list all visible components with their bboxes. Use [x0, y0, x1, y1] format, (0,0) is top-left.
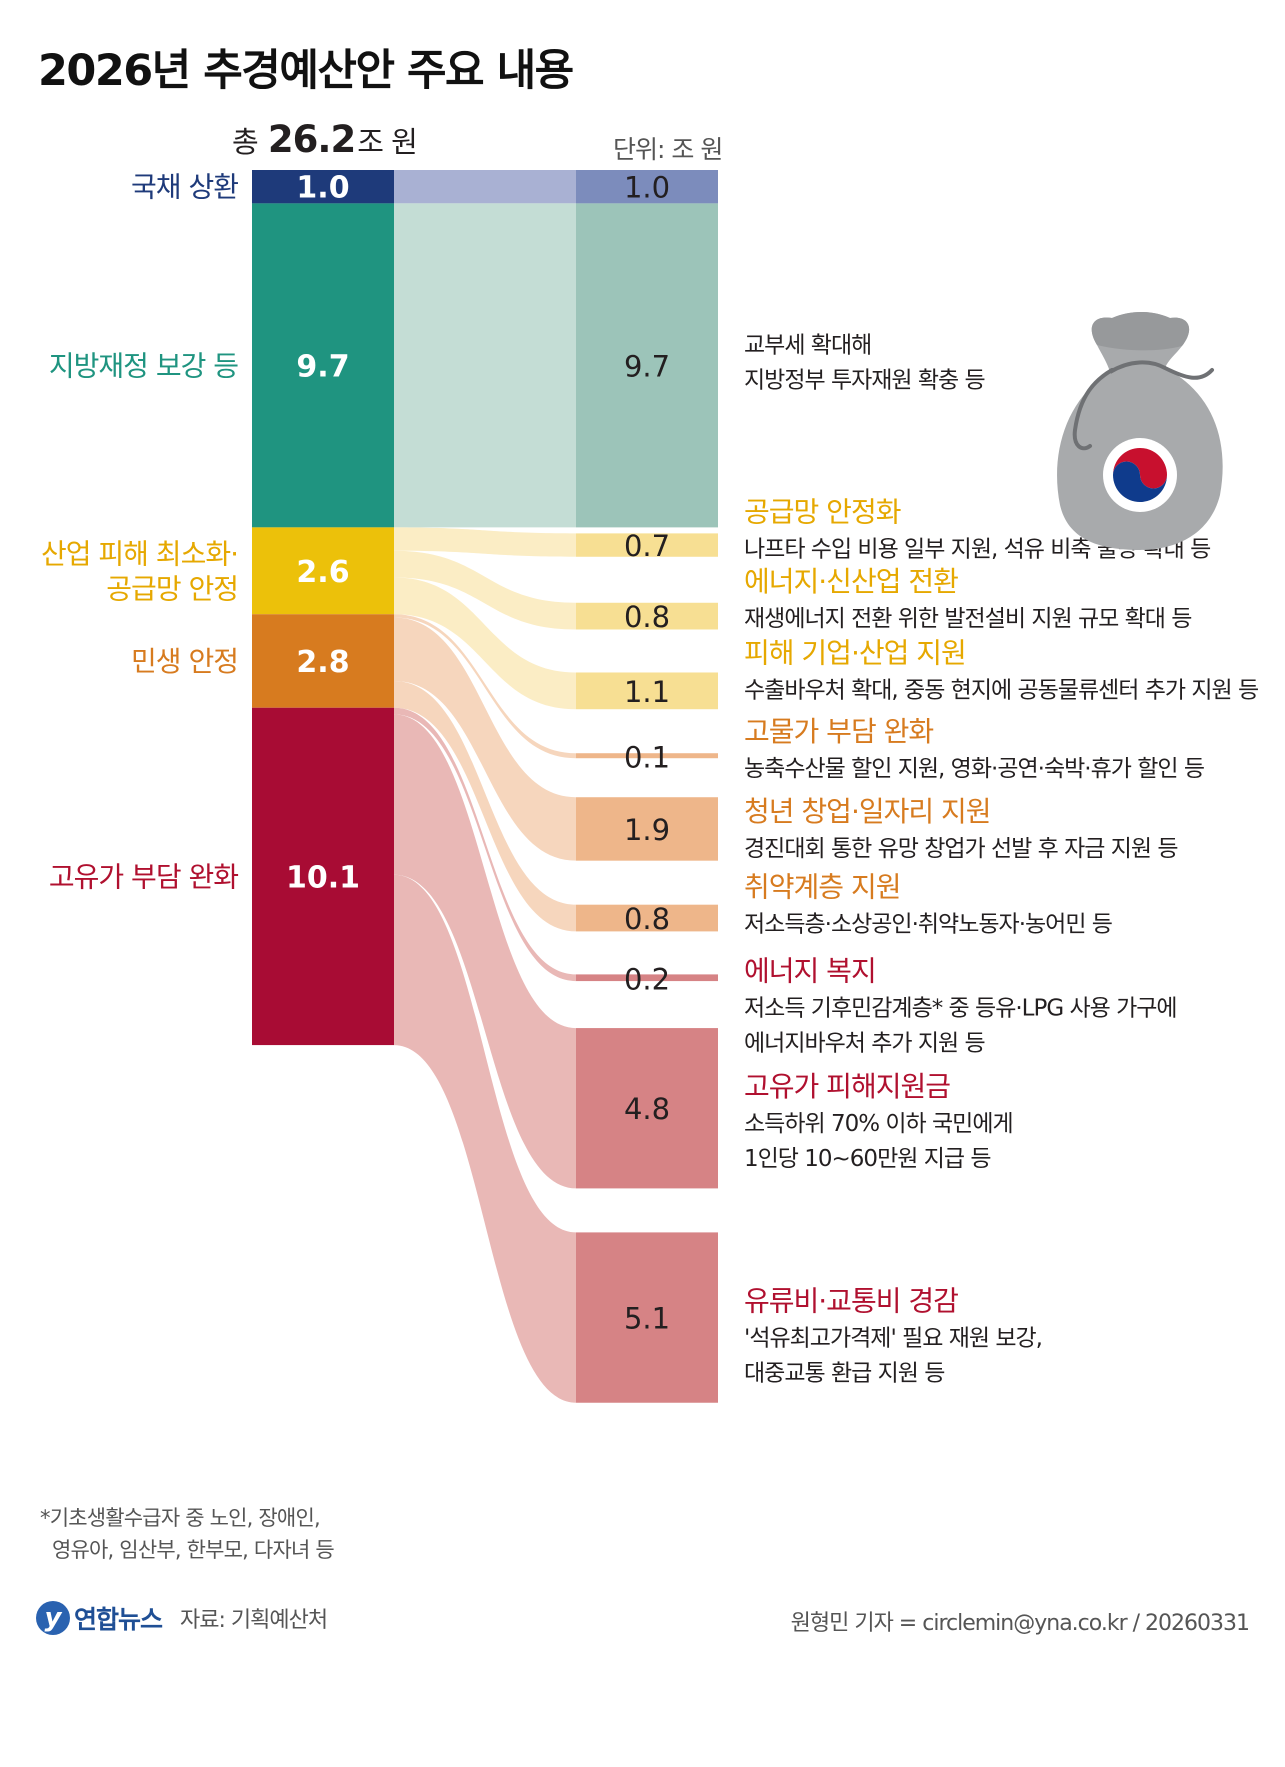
item-value-4: 0.8: [624, 600, 670, 634]
category-bar-debt: [252, 170, 394, 204]
footnote-line-1: *기초생활수급자 중 노인, 장애인,: [40, 1506, 321, 1530]
item-desc-5-1: 수출바우처 확대, 중동 현지에 공동물류센터 추가 지원 등: [744, 677, 1258, 703]
item-desc-9-2: 에너지바우처 추가 지원 등: [744, 1030, 985, 1056]
publisher-logo: y 연합뉴스 자료: 기획예산처: [36, 1597, 328, 1639]
flow-link-10: [394, 714, 576, 1189]
total-prefix: 총: [232, 125, 259, 159]
category-label-living: 민생 안정: [131, 645, 238, 678]
item-desc-10-2: 1인당 10~60만원 지급 등: [744, 1146, 991, 1172]
item-value-11: 5.1: [624, 1302, 670, 1336]
item-title-10: 고유가 피해지원금: [744, 1070, 950, 1103]
item-bar-8: [576, 904, 718, 932]
item-bar-7: [576, 797, 718, 861]
item-bar-4: [576, 602, 718, 630]
logo-text: 연합뉴스: [74, 1605, 163, 1634]
item-value-1: 1.0: [624, 171, 670, 205]
item-bar-1: [576, 170, 718, 204]
flow-link-1: [394, 170, 576, 204]
category-label-oil: 고유가 부담 완화: [49, 860, 238, 893]
source-text: 자료: 기획예산처: [180, 1608, 328, 1633]
category-bar-industry: [252, 527, 394, 615]
category-value-local: 9.7: [296, 349, 349, 384]
category-label-local: 지방재정 보강 등: [49, 349, 238, 382]
category-value-debt: 1.0: [296, 171, 349, 206]
flow-link-2: [394, 203, 576, 528]
item-value-5: 1.1: [624, 675, 670, 709]
yonhap-logo-icon: y: [36, 1601, 70, 1635]
category-bar-oil: [252, 707, 394, 1046]
category-value-industry: 2.6: [296, 555, 349, 590]
page-title: 2026년 추경예산안 주요 내용: [38, 46, 574, 96]
item-bar-5: [576, 672, 718, 710]
item-desc-9-1: 저소득 기후민감계층* 중 등유·LPG 사용 가구에: [744, 995, 1177, 1021]
item-desc-4-1: 재생에너지 전환 위한 발전설비 지원 규모 확대 등: [744, 606, 1191, 632]
flow-link-8: [394, 681, 576, 932]
flow-links: [394, 170, 576, 1403]
item-desc-6-1: 농축수산물 할인 지원, 영화·공연·숙박·휴가 할인 등: [744, 756, 1204, 782]
total-suffix: 조 원: [357, 125, 418, 159]
flow-link-6: [394, 614, 576, 759]
item-value-9: 0.2: [624, 963, 670, 997]
item-bars: 1.0 9.7 0.7 0.8 1.1 0.1 1.9 0.8 0.2 4.8 5.1: [576, 170, 718, 1403]
category-value-living: 2.8: [296, 645, 349, 680]
footnote: *기초생활수급자 중 노인, 장애인, 영유아, 임산부, 한부모, 다자녀 등: [40, 1502, 335, 1566]
flow-link-4: [394, 550, 576, 630]
category-bar-living: [252, 614, 394, 708]
item-bar-2: [576, 203, 718, 528]
category-value-oil: 10.1: [286, 860, 360, 895]
item-bar-11: [576, 1232, 718, 1403]
item-value-8: 0.8: [624, 902, 670, 936]
unit-label: 단위: 조 원: [613, 135, 723, 164]
item-title-7: 청년 창업·일자리 지원: [744, 795, 991, 828]
item-title-5: 피해 기업·산업 지원: [744, 636, 966, 669]
item-desc-11-1: '석유최고가격제' 필요 재원 보강,: [744, 1325, 1042, 1351]
flow-link-5: [394, 577, 576, 710]
flow-link-11: [394, 874, 576, 1403]
item-bar-3: [576, 533, 718, 557]
category-bars: 1.0 9.7 2.6 2.8 10.1: [252, 170, 394, 1046]
item-desc-11-2: 대중교통 환급 지원 등: [744, 1360, 944, 1386]
item-desc-8-1: 저소득층·소상공인·취약노동자·농어민 등: [744, 912, 1112, 938]
item-bar-6: [576, 753, 718, 759]
item-value-2: 9.7: [624, 349, 670, 383]
item-desc-2-2: 지방정부 투자재원 확충 등: [744, 367, 985, 393]
item-title-6: 고물가 부담 완화: [744, 715, 933, 748]
total-value: 26.2: [267, 118, 356, 161]
item-title-8: 취약계층 지원: [744, 871, 900, 904]
item-desc-7-1: 경진대회 통한 유망 창업가 선발 후 자금 지원 등: [744, 836, 1178, 862]
flow-link-3: [394, 527, 576, 557]
flow-link-7: [394, 617, 576, 861]
item-value-6: 0.1: [624, 741, 670, 775]
item-title-3: 공급망 안정화: [744, 495, 901, 528]
item-value-3: 0.7: [624, 529, 670, 563]
item-title-9: 에너지 복지: [744, 954, 876, 987]
total-amount: 총 26.2조 원: [232, 118, 418, 161]
item-bar-10: [576, 1028, 718, 1189]
flow-link-9: [394, 707, 576, 982]
item-desc-2-1: 교부세 확대해: [744, 332, 871, 358]
category-label-industry-1: 산업 피해 최소화·: [41, 537, 238, 570]
item-bar-9: [576, 974, 718, 982]
item-desc-10-1: 소득하위 70% 이하 국민에게: [744, 1111, 1013, 1137]
reporter-credit: 원형민 기자 = circlemin@yna.co.kr / 20260331: [790, 1611, 1250, 1636]
category-label-debt: 국채 상환: [131, 171, 238, 204]
money-bag-icon: [1057, 312, 1223, 550]
footnote-line-2: 영유아, 임산부, 한부모, 다자녀 등: [52, 1538, 335, 1562]
item-value-7: 1.9: [624, 813, 670, 847]
item-value-10: 4.8: [624, 1092, 670, 1126]
item-title-11: 유류비·교통비 경감: [744, 1284, 958, 1317]
category-bar-local: [252, 203, 394, 528]
item-title-4: 에너지·신산업 전환: [744, 565, 958, 598]
category-label-industry-2: 공급망 안정: [106, 572, 238, 605]
